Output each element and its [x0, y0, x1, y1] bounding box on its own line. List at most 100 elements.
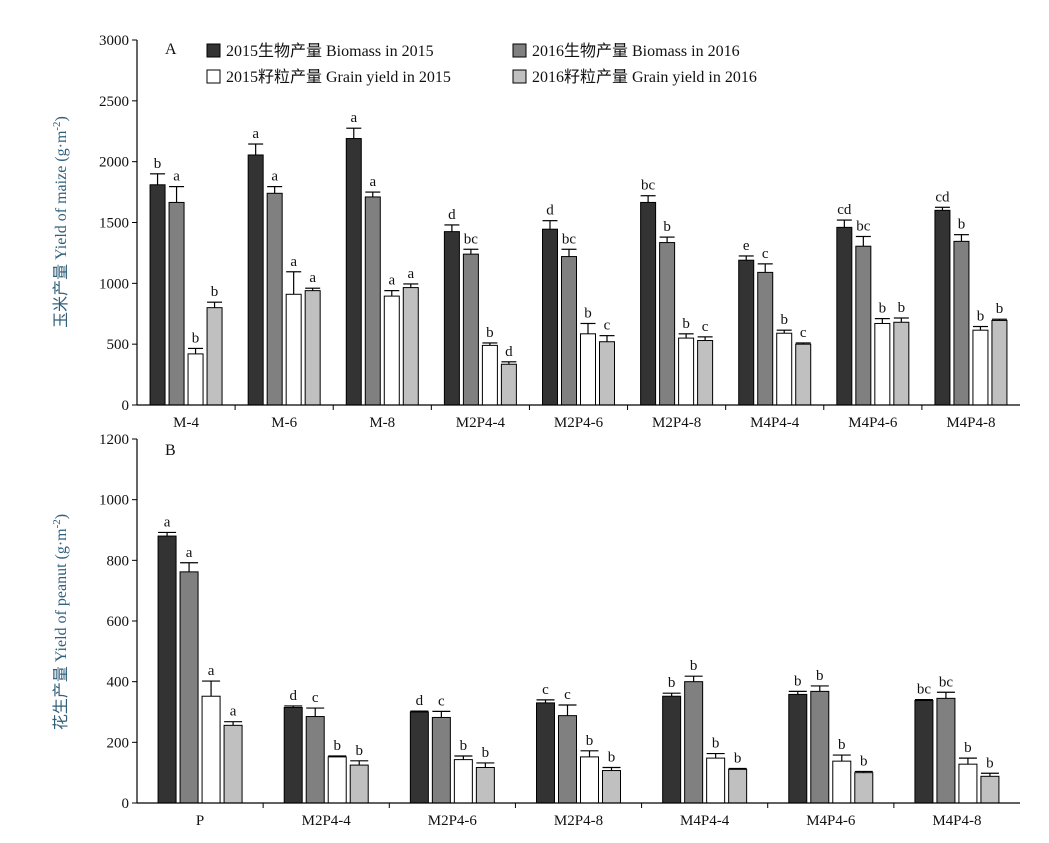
panel-a-significance-letter-biomass-2015-m-8: a: [350, 110, 357, 126]
panel-a-category-label-m-4: M-4: [173, 415, 199, 431]
panel-b-significance-letter-biomass-2016-m2p4-8: c: [564, 687, 571, 703]
panel-a-significance-letter-grain-2016-m4p4-8: b: [996, 301, 1004, 317]
panel-a-significance-letter-biomass-2016-m2p4-6: bc: [562, 231, 577, 247]
panel-b-significance-letter-biomass-2015-p: a: [164, 514, 171, 530]
panel-a-axes: 0 500 1000 1500 2000 2500 3000 M-4 M-6 M-8 M2P4-4 M…: [99, 33, 1020, 431]
panel-b-category-label-m2p4-8: M2P4-8: [554, 813, 603, 829]
panel-b-significance-letter-grain-2015-m4p4-8: b: [964, 740, 972, 756]
panel-a-significance-letter-grain-2016-m2p4-4: d: [505, 344, 513, 360]
panel-a-significance-letter-biomass-2015-m4p4-6: cd: [837, 202, 852, 218]
panel-b-significance-letter-biomass-2016-p: a: [186, 545, 193, 561]
panel-a-bar-biomass-2015-m2p4-4: [443, 231, 460, 406]
panel-b-bar-grain-2016-m2p4-8: [602, 770, 621, 804]
panel-b-significance-letter-grain-2015-p: a: [208, 663, 215, 679]
panel-a-bar-grain-2015-m4p4-6: [874, 322, 891, 406]
panel-a-bar-grain-2015-m-6: [285, 293, 302, 406]
panel-b-bar-grain-2015-p: [201, 695, 221, 804]
panel-b-significance-letter-biomass-2016-m4p4-8: bc: [939, 674, 954, 690]
panel-a-significance-letter-grain-2016-m2p4-6: c: [604, 318, 611, 334]
panel-a-bar-biomass-2016-m2p4-8: [659, 242, 676, 406]
panel-a-bar-grain-2016-m4p4-4: [795, 343, 812, 406]
panel-b-significance-letter-grain-2016-m2p4-4: b: [355, 743, 363, 759]
panel-a-significance-letter-grain-2015-m2p4-8: b: [682, 316, 690, 332]
panel-a-category-label-m2p4-4: M2P4-4: [456, 415, 506, 431]
panel-b-significance-letter-biomass-2016-m2p4-6: c: [438, 693, 445, 709]
panel-b-y-tick-label: 0: [122, 796, 130, 812]
panel-a-significance-letter-grain-2016-m2p4-8: c: [702, 319, 709, 335]
panel-b-bar-grain-2016-m2p4-4: [349, 764, 369, 804]
panel-b-y-tick-label: 200: [107, 735, 130, 751]
legend-swatch-biomass-2015: [206, 43, 221, 58]
panel-a-y-axis-title-sup: -2: [51, 121, 63, 130]
panel-a-significance-letter-grain-2016-m-6: a: [309, 270, 316, 286]
panel-a-significance-letter-grain-2015-m4p4-6: b: [879, 301, 887, 317]
panel-b-category-label-m2p4-4: M2P4-4: [302, 813, 352, 829]
panel-a-significance-letter-biomass-2015-m4p4-4: e: [743, 238, 750, 254]
panel-b-y-axis-title-main: 花生产量 Yield of peanut (g·m: [52, 528, 70, 730]
panel-b-bar-grain-2016-p: [223, 724, 243, 804]
legend-label-grain-2015: 2015籽粒产量 Grain yield in 2015: [226, 68, 451, 86]
legend-item-grain-2016: 2016籽粒产量 Grain yield in 2016: [512, 68, 757, 86]
panel-a-bar-grain-2015-m4p4-4: [776, 332, 793, 406]
panel-a-significance-letter-grain-2016-m-4: b: [211, 284, 219, 300]
panel-a-significance-letter-biomass-2016-m4p4-6: bc: [856, 218, 871, 234]
panel-b-y-axis-title-sup: -2: [51, 519, 63, 528]
panel-a-significance-letter-grain-2015-m4p4-8: b: [977, 309, 985, 325]
panel-a-significance-letter-biomass-2016-m2p4-4: bc: [464, 231, 479, 247]
legend-swatch-biomass-2016: [512, 43, 527, 58]
panel-a-significance-letter-biomass-2015-m4p4-8: cd: [935, 189, 950, 205]
panel-b-significance-letter-grain-2015-m4p4-4: b: [712, 736, 720, 752]
panel-b-significance-letter-grain-2016-m4p4-4: b: [734, 750, 742, 766]
panel-b-category-label-m4p4-4: M4P4-4: [680, 813, 730, 829]
panel-a-bar-biomass-2016-m2p4-4: [462, 253, 479, 406]
panel-a-bar-grain-2016-m2p4-8: [697, 340, 714, 406]
panel-a-y-tick-label: 1000: [99, 276, 129, 292]
panel-a-significance-letter-grain-2015-m-6: a: [290, 254, 297, 270]
panel-a-significance-letter-biomass-2015-m2p4-6: d: [546, 203, 554, 219]
panel-b-bar-grain-2015-m4p4-4: [706, 757, 726, 804]
panel-b-bar-biomass-2016-m4p4-6: [810, 690, 830, 804]
panel-a-bar-biomass-2015-m2p4-8: [640, 201, 657, 406]
panel-b-bar-grain-2015-m2p4-4: [327, 756, 347, 804]
panel-a-bar-biomass-2016-m4p4-4: [757, 271, 774, 406]
panel-a-significance-letter-biomass-2016-m2p4-8: b: [663, 219, 671, 235]
panel-a-category-label-m2p4-8: M2P4-8: [652, 415, 701, 431]
panel-b-category-label-p: P: [196, 813, 204, 829]
legend-swatch-grain-2016: [512, 69, 527, 84]
panel-b-significance-letter-biomass-2016-m4p4-4: b: [690, 658, 698, 674]
panel-b-significance-letter-biomass-2016-m2p4-4: c: [312, 690, 319, 706]
panel-b-bar-biomass-2016-m2p4-6: [431, 716, 451, 804]
panel-a-bar-biomass-2016-m4p4-8: [953, 240, 970, 406]
legend: 2015生物产量 Biomass in 2015 2016生物产量 Biomas…: [206, 42, 757, 86]
panel-b-bar-biomass-2015-m2p4-6: [409, 711, 429, 804]
panel-b-bar-biomass-2016-p: [179, 571, 199, 804]
panel-b-y-tick-label: 1000: [99, 493, 129, 509]
panel-a-bar-grain-2016-m4p4-6: [893, 321, 910, 406]
panel-b-significance-letter-grain-2015-m2p4-8: b: [586, 733, 594, 749]
panel-a-bar-grain-2016-m4p4-8: [991, 319, 1008, 406]
panel-b-bar-biomass-2016-m2p4-4: [305, 716, 325, 804]
panel-a-bar-biomass-2015-m-6: [247, 154, 264, 406]
panel-a-significance-letter-grain-2015-m-8: a: [388, 273, 395, 289]
panel-b-bar-biomass-2016-m4p4-8: [936, 697, 956, 804]
panel-b-y-tick-label: 800: [107, 553, 130, 569]
panel-b-label: B: [165, 442, 176, 459]
panel-b-bar-biomass-2016-m2p4-8: [558, 715, 577, 804]
panel-a-bar-biomass-2015-m4p4-8: [934, 209, 951, 406]
panel-a-bar-biomass-2015-m4p4-4: [738, 259, 755, 406]
panel-b-bar-grain-2015-m4p4-6: [832, 760, 852, 804]
panel-b-bar-biomass-2016-m4p4-4: [684, 681, 704, 804]
panel-b-significance-letter-grain-2015-m2p4-6: b: [460, 738, 468, 754]
panel-b-significance-letter-grain-2016-m2p4-6: b: [482, 745, 490, 761]
panel-a-y-tick-label: 3000: [99, 33, 129, 49]
panel-b-bar-grain-2015-m2p4-6: [453, 759, 473, 804]
panel-a-significance-letter-biomass-2016-m4p4-4: c: [762, 246, 769, 262]
panel-a-y-tick-label: 1500: [99, 216, 129, 232]
panel-a-category-label-m-8: M-8: [369, 415, 395, 431]
panel-a-category-label-m4p4-8: M4P4-8: [946, 415, 995, 431]
